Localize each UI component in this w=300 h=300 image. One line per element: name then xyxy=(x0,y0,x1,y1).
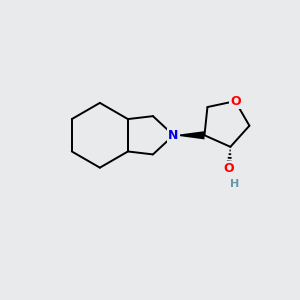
Polygon shape xyxy=(174,131,205,140)
Text: O: O xyxy=(224,162,234,176)
Text: N: N xyxy=(168,129,179,142)
Text: H: H xyxy=(230,178,239,189)
Text: O: O xyxy=(230,94,241,108)
